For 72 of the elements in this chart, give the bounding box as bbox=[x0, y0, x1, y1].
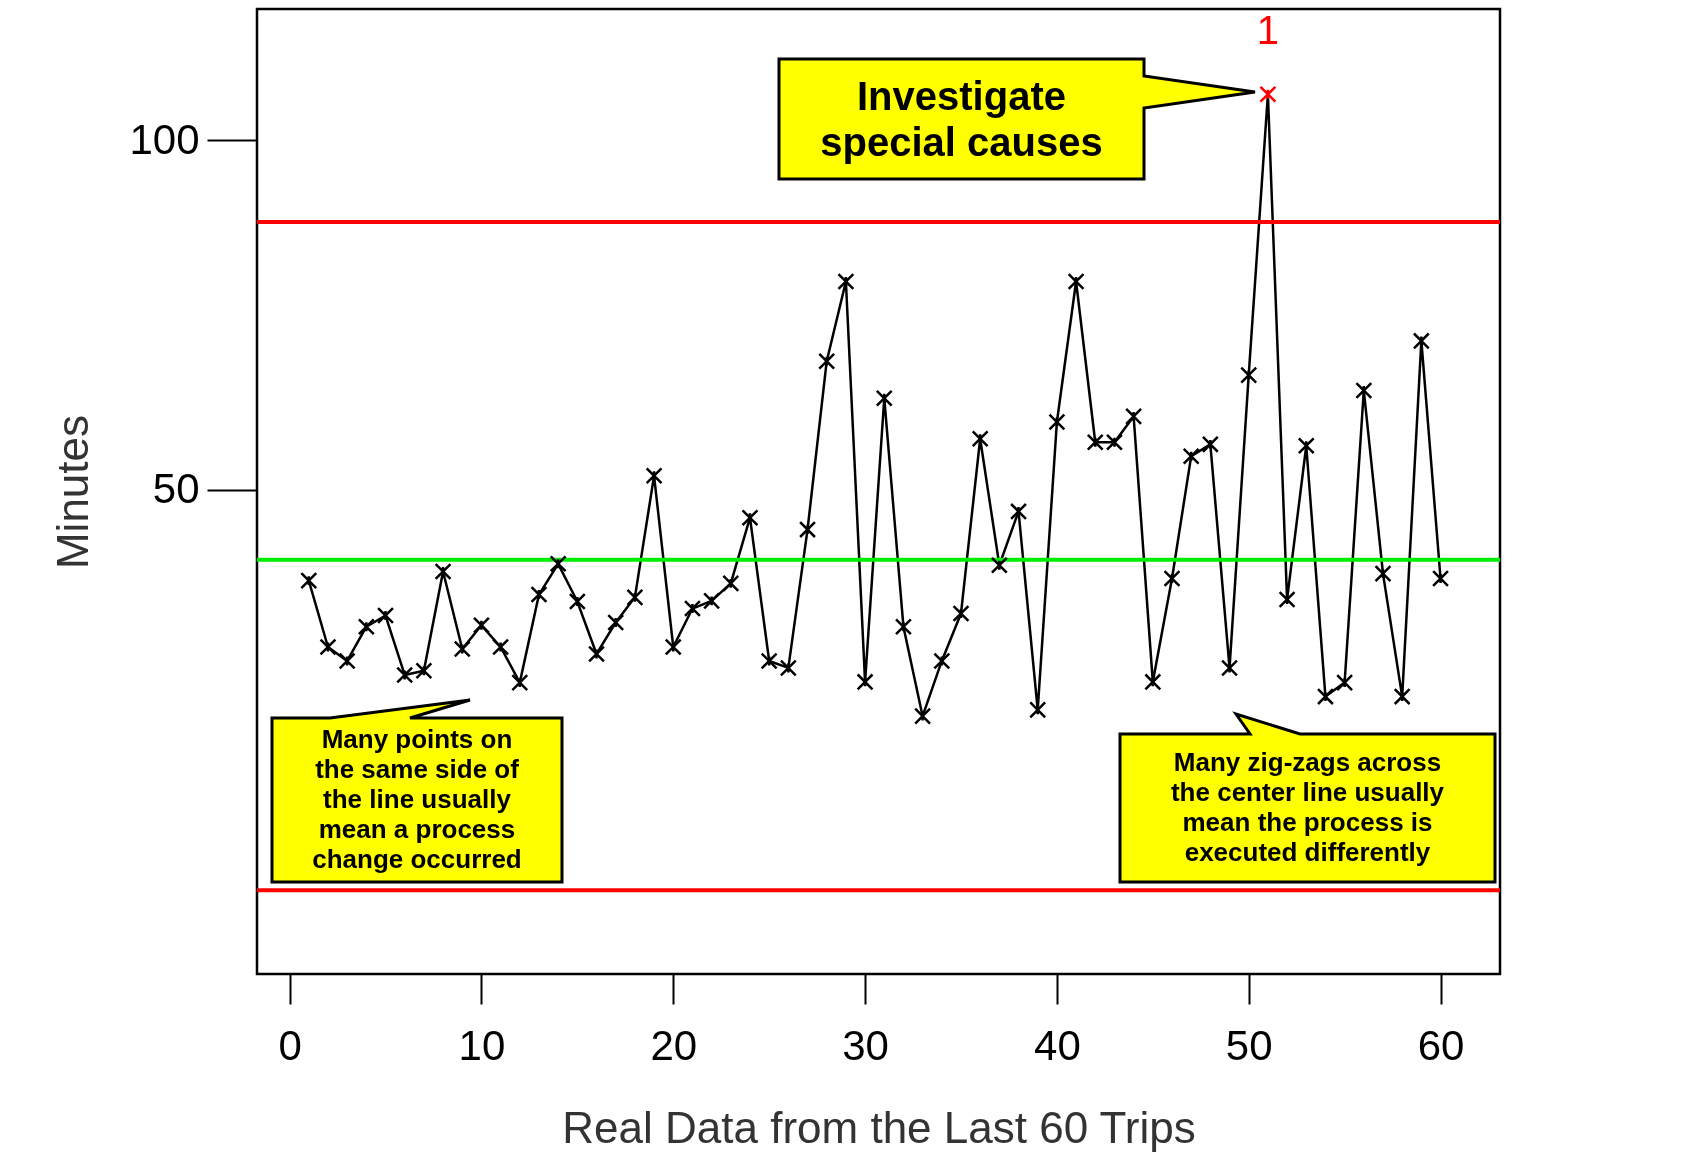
point bbox=[491, 638, 510, 656]
point bbox=[894, 618, 913, 636]
point bbox=[530, 585, 548, 604]
point bbox=[722, 574, 740, 593]
point bbox=[1067, 272, 1085, 291]
point bbox=[779, 659, 798, 677]
point bbox=[798, 520, 817, 539]
point bbox=[453, 640, 471, 658]
point bbox=[971, 430, 989, 448]
point bbox=[376, 606, 395, 625]
point bbox=[818, 352, 836, 370]
point bbox=[1240, 366, 1258, 384]
point bbox=[856, 673, 874, 691]
point bbox=[1144, 673, 1162, 691]
point bbox=[1201, 435, 1220, 453]
annotation: Many points on the same side of the line usually mean a process change occurred bbox=[311, 723, 523, 876]
point bbox=[1278, 590, 1296, 609]
point bbox=[1105, 433, 1124, 451]
point bbox=[952, 604, 970, 623]
point bbox=[1412, 332, 1431, 350]
point bbox=[338, 652, 356, 670]
point bbox=[1124, 407, 1143, 426]
point bbox=[933, 652, 951, 670]
point bbox=[1029, 701, 1047, 719]
point bbox=[875, 389, 893, 407]
point bbox=[1374, 564, 1392, 583]
point bbox=[1393, 687, 1411, 706]
point bbox=[664, 638, 682, 656]
point bbox=[415, 662, 433, 680]
point bbox=[990, 556, 1009, 574]
x-tick-label: 60 bbox=[1417, 1021, 1465, 1069]
point bbox=[472, 616, 491, 634]
annotation: Many zig-zags across the center line usually mean the process is executed differently bbox=[1169, 746, 1446, 869]
point bbox=[396, 666, 414, 684]
point bbox=[1220, 659, 1239, 677]
point bbox=[568, 592, 587, 611]
point bbox=[587, 645, 606, 663]
x-tick-label: 50 bbox=[1225, 1021, 1273, 1069]
x-tick-label: 0 bbox=[278, 1021, 302, 1069]
point bbox=[1355, 381, 1373, 400]
point bbox=[626, 588, 644, 607]
point bbox=[913, 707, 932, 725]
point bbox=[1297, 437, 1315, 455]
point bbox=[1182, 447, 1200, 465]
point bbox=[741, 509, 759, 527]
point bbox=[1048, 413, 1066, 431]
point bbox=[702, 592, 721, 610]
point bbox=[511, 673, 529, 692]
y-tick-label: 100 bbox=[129, 115, 200, 163]
point bbox=[760, 652, 778, 670]
point bbox=[607, 613, 625, 632]
point bbox=[1316, 687, 1335, 706]
x-tick-label: 40 bbox=[1034, 1021, 1081, 1069]
x-tick-label: 10 bbox=[458, 1021, 506, 1069]
point bbox=[1086, 433, 1104, 451]
point bbox=[319, 638, 337, 656]
point bbox=[357, 618, 375, 636]
x-tick-label: 30 bbox=[842, 1021, 889, 1069]
point bbox=[549, 555, 567, 573]
point bbox=[1259, 85, 1277, 103]
point bbox=[1335, 673, 1354, 692]
point bbox=[683, 599, 702, 618]
point bbox=[837, 272, 855, 291]
annotation: 1 bbox=[1256, 8, 1280, 53]
x-axis-title: Real Data from the Last 60 Trips bbox=[562, 1102, 1196, 1152]
point bbox=[1009, 502, 1028, 521]
point bbox=[434, 562, 452, 581]
point bbox=[1163, 569, 1181, 588]
annotation: Investigate special causes bbox=[819, 73, 1104, 166]
point bbox=[645, 467, 663, 485]
x-tick-label: 20 bbox=[650, 1021, 698, 1069]
y-axis-title: Minutes bbox=[48, 414, 98, 570]
